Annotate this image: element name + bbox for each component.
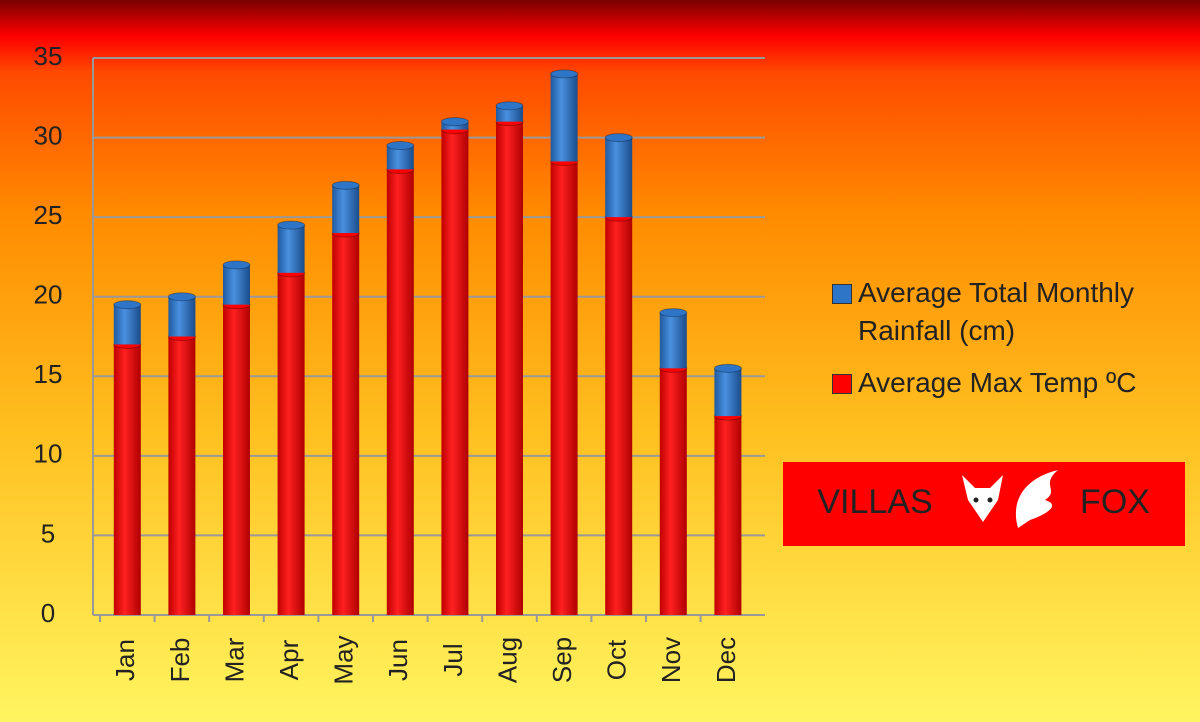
bar-segment: [714, 416, 742, 615]
bar-segment: [441, 129, 469, 615]
bar-cap: [331, 180, 360, 190]
y-tick-label: 5: [41, 518, 55, 548]
bar-cap: [386, 141, 415, 151]
bar-segment: [113, 304, 141, 345]
bar-segment: [223, 264, 250, 305]
y-tick-label: 10: [34, 439, 63, 469]
legend-label: Average Total Monthly Rainfall (cm): [858, 277, 1135, 346]
bar-segment: [223, 304, 250, 615]
logo-text: VILLAS: [817, 483, 932, 521]
bar-cap: [550, 69, 579, 79]
bar-segment: [550, 161, 578, 615]
legend-swatch: [832, 374, 852, 394]
bar-segment: [605, 137, 633, 218]
legend-swatch: [832, 284, 852, 304]
bar-segment: [332, 233, 360, 616]
bar-segment: [168, 336, 196, 615]
bar-segment: [113, 344, 141, 615]
bar-segment: [659, 368, 687, 615]
bar-segment: [659, 312, 687, 369]
bar-cap: [113, 300, 142, 310]
x-tick-label: Feb: [165, 638, 195, 683]
logo-text: FOX: [1080, 483, 1150, 521]
x-tick-label: Jan: [110, 639, 140, 681]
bar-cap: [659, 308, 688, 318]
bar-cap: [277, 220, 306, 230]
legend-label: Average Max Temp ºC: [858, 367, 1137, 398]
y-tick-label: 30: [34, 120, 63, 150]
bar-segment: [386, 169, 414, 615]
x-tick-label: Sep: [547, 637, 577, 683]
bar-cap: [440, 117, 469, 127]
x-tick-label: Jun: [383, 639, 413, 681]
bar-segment: [168, 296, 196, 337]
bar-cap: [222, 260, 251, 270]
bar-segment: [277, 225, 305, 273]
x-tick-label: May: [329, 635, 359, 684]
bar-segment: [605, 217, 633, 615]
y-tick-label: 35: [34, 41, 63, 71]
y-tick-label: 20: [34, 280, 63, 310]
bar-cap: [167, 292, 196, 302]
bar-segment: [714, 368, 742, 417]
x-tick-label: Dec: [711, 637, 741, 683]
x-tick-label: Jul: [438, 643, 468, 676]
x-tick-label: Aug: [492, 637, 522, 683]
y-tick-label: 0: [41, 598, 55, 628]
logo-icon: [962, 470, 1058, 528]
x-tick-label: Oct: [602, 639, 632, 680]
y-tick-label: 25: [34, 200, 63, 230]
legend-item: Average Max Temp ºC: [832, 364, 1177, 402]
bar-cap: [495, 101, 524, 111]
bar-cap: [604, 133, 633, 143]
bar-segment: [496, 105, 523, 122]
legend: Average Total Monthly Rainfall (cm) Avera…: [832, 274, 1177, 416]
bar-segment: [386, 145, 414, 170]
bar-segment: [550, 73, 578, 162]
bar-cap: [713, 363, 742, 373]
y-tick-label: 15: [34, 359, 63, 389]
bar-segment: [332, 185, 360, 234]
bar-segment: [277, 272, 305, 615]
x-tick-label: Nov: [656, 637, 686, 683]
x-tick-label: Apr: [274, 639, 304, 680]
legend-item: Average Total Monthly Rainfall (cm): [832, 274, 1177, 350]
x-tick-label: Mar: [219, 637, 249, 682]
bar-segment: [496, 121, 523, 616]
